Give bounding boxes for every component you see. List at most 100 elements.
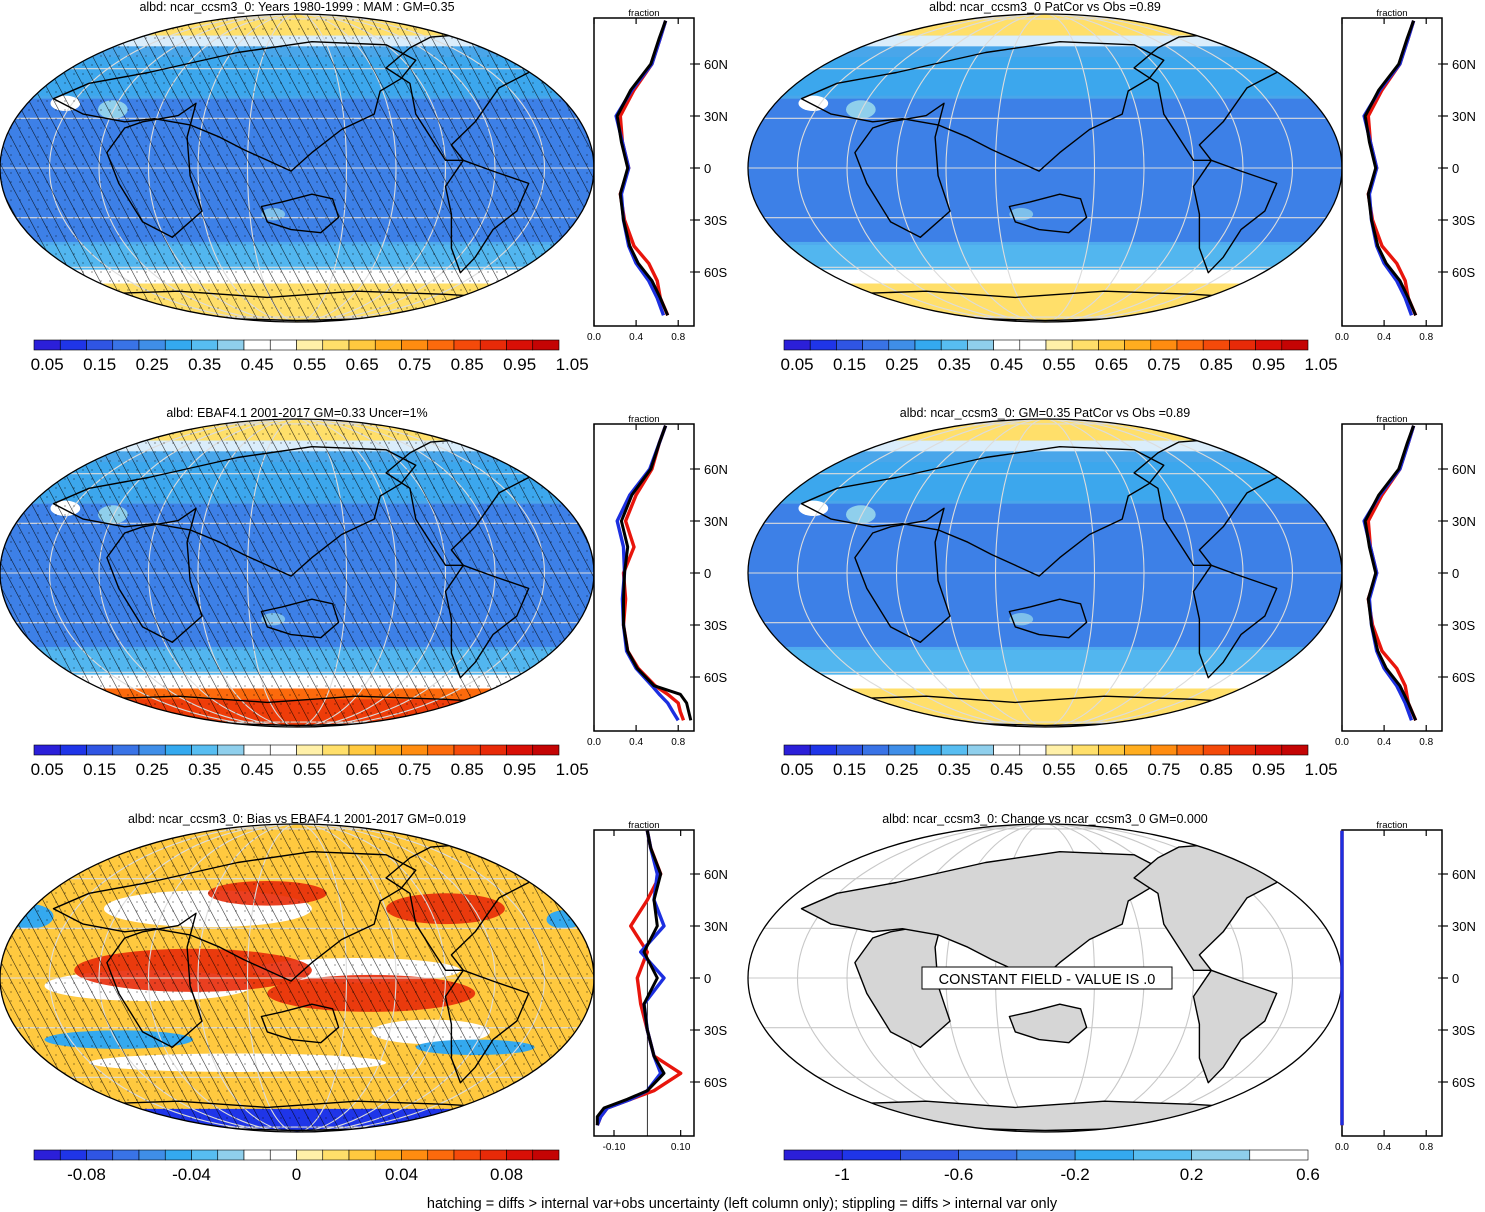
stippling-overlay (0, 824, 594, 1132)
profile-lat-tick: 30S (704, 1023, 727, 1038)
profile-x-tick: 0.8 (1419, 737, 1433, 748)
profile-x-tick: 0.0 (1335, 332, 1349, 343)
profile-lat-tick: 30S (704, 618, 727, 633)
zonal-profile: fraction 0.0 0.4 0.8 60N 30N 0 30S 60S (1335, 820, 1476, 1153)
zonal-profile: fraction 0.0 0.4 0.8 60N 30N 0 30S 60S (587, 8, 728, 343)
profile-lat-tick: 0 (1452, 971, 1459, 986)
colorbar: 0.05 0.15 0.25 0.35 0.45 0.55 0.65 0.75 0.85 0.95… (781, 744, 1338, 779)
colorbar-label: 0.65 (1095, 760, 1128, 779)
continent-greenland (480, 424, 554, 451)
profile-series-black (615, 20, 670, 316)
panel-p2: albd: ncar_ccsm3_0 PatCor vs Obs =0.89 fr… (747, 0, 1476, 374)
profile-lat-tick: 60S (1452, 265, 1475, 280)
continent-greenland (480, 19, 554, 46)
zonal-profile: fraction 0.0 0.4 0.8 60N 30N 0 30S 60S (1335, 8, 1476, 343)
colorbar-label: 0.35 (938, 760, 971, 779)
colorbar-label: 0.95 (503, 760, 536, 779)
colorbar-label: 0.75 (1147, 760, 1180, 779)
profile-lat-tick: 30N (1452, 109, 1476, 124)
profile-axis-title: fraction (628, 8, 659, 19)
profile-series-black (619, 425, 693, 721)
profile-x-tick: 0.4 (1377, 332, 1391, 343)
colorbar-label: 0.65 (1095, 355, 1128, 374)
map (0, 824, 594, 1132)
profile-x-tick: 0.4 (629, 332, 643, 343)
continent-samerica (1192, 564, 1278, 679)
colorbar-label: 0.25 (136, 760, 169, 779)
continent-greenland (480, 829, 554, 856)
panel-title: albd: ncar_ccsm3_0 PatCor vs Obs =0.89 (929, 0, 1161, 14)
profile-lat-tick: 60N (704, 462, 728, 477)
panel-p1: albd: ncar_ccsm3_0: Years 1980-1999 : MA… (0, 0, 728, 374)
profile-lat-tick: 60N (1452, 57, 1476, 72)
profile-lat-tick: 60S (1452, 670, 1475, 685)
colorbar: -1 -0.6 -0.2 0.2 0.6 (783, 1149, 1320, 1184)
profile-x-tick: 0.8 (1419, 332, 1433, 343)
colorbar-label: 0.25 (885, 760, 918, 779)
profile-lat-tick: 60N (1452, 462, 1476, 477)
colorbar-label: 0.85 (1200, 355, 1233, 374)
colorbar-label: 0.45 (241, 355, 274, 374)
profile-x-tick: 0.4 (1377, 737, 1391, 748)
profile-lat-tick: 0 (704, 566, 711, 581)
map (0, 419, 594, 727)
continent-africa (854, 507, 951, 643)
colorbar: 0.05 0.15 0.25 0.35 0.45 0.55 0.65 0.75 0.85 0.95… (781, 339, 1338, 374)
continent-australia (1008, 193, 1088, 234)
profile-lat-tick: 30N (1452, 919, 1476, 934)
colorbar-label: 0.55 (293, 355, 326, 374)
profile-lat-tick: 0 (704, 161, 711, 176)
profile-lat-tick: 30N (1452, 514, 1476, 529)
colorbar-label: 0.25 (885, 355, 918, 374)
constant-field-label: CONSTANT FIELD - VALUE IS .0 (939, 972, 1156, 988)
panel-title: albd: ncar_ccsm3_0: GM=0.35 PatCor vs Ob… (900, 406, 1190, 420)
colorbar-label: 0.35 (188, 355, 221, 374)
profile-lat-tick: 30S (1452, 618, 1475, 633)
panel-p4: albd: ncar_ccsm3_0: GM=0.35 PatCor vs Ob… (747, 406, 1476, 779)
colorbar-label: 0.15 (833, 760, 866, 779)
continent-africa (854, 102, 951, 239)
colorbar-label: 0.2 (1180, 1165, 1204, 1184)
profile-x-tick: 0.8 (671, 332, 685, 343)
colorbar-label: 0.55 (293, 760, 326, 779)
continent-eurasia (800, 41, 1165, 172)
colorbar-label: 0.05 (31, 760, 64, 779)
colorbar-label: 0.15 (833, 355, 866, 374)
continent-greenland (1228, 424, 1302, 451)
zonal-profile: fraction -0.10 0.10 60N 30N 0 30S 60S (593, 820, 728, 1153)
colorbar-label: 0.35 (188, 760, 221, 779)
panel-title: albd: ncar_ccsm3_0: Change vs ncar_ccsm3… (882, 812, 1208, 826)
colorbar-label: 0.85 (451, 760, 484, 779)
colorbar-label: 0.95 (1252, 760, 1285, 779)
stippling-overlay (0, 419, 594, 727)
profile-lat-tick: 60S (704, 1075, 727, 1090)
panel-title: albd: EBAF4.1 2001-2017 GM=0.33 Uncer=1% (166, 406, 427, 420)
panel-p6: albd: ncar_ccsm3_0: Change vs ncar_ccsm3… (747, 812, 1476, 1184)
colorbar: 0.05 0.15 0.25 0.35 0.45 0.55 0.65 0.75 0.85 0.95… (31, 744, 589, 779)
continent-australia (1008, 598, 1088, 639)
colorbar-label: -0.6 (944, 1165, 973, 1184)
colorbar-label: 0.25 (136, 355, 169, 374)
footer-note: hatching = diffs > internal var+obs unce… (427, 1196, 1058, 1212)
map (0, 14, 594, 322)
colorbar-label: -1 (835, 1165, 850, 1184)
colorbar-label: 0.75 (398, 760, 431, 779)
profile-series-black (1363, 20, 1418, 316)
colorbar-label: 0.75 (398, 355, 431, 374)
profile-lat-tick: 60S (704, 670, 727, 685)
panel-p5: albd: ncar_ccsm3_0: Bias vs EBAF4.1 2001… (0, 812, 728, 1184)
profile-x-tick: 0.4 (629, 737, 643, 748)
profile-lat-tick: 60S (1452, 1075, 1475, 1090)
continent-greenland (1228, 19, 1302, 46)
profile-x-tick: -0.10 (603, 1142, 626, 1153)
colorbar-label: 1.05 (1305, 760, 1338, 779)
profile-lat-tick: 30S (704, 213, 727, 228)
profile-x-tick: 0.8 (671, 737, 685, 748)
colorbar-label: 1.05 (556, 760, 589, 779)
profile-series-black (595, 830, 666, 1126)
colorbar-label: 0.95 (503, 355, 536, 374)
profile-x-tick: 0.0 (1335, 737, 1349, 748)
continent-eurasia (800, 446, 1165, 577)
continent-antarctica (836, 1100, 1269, 1132)
